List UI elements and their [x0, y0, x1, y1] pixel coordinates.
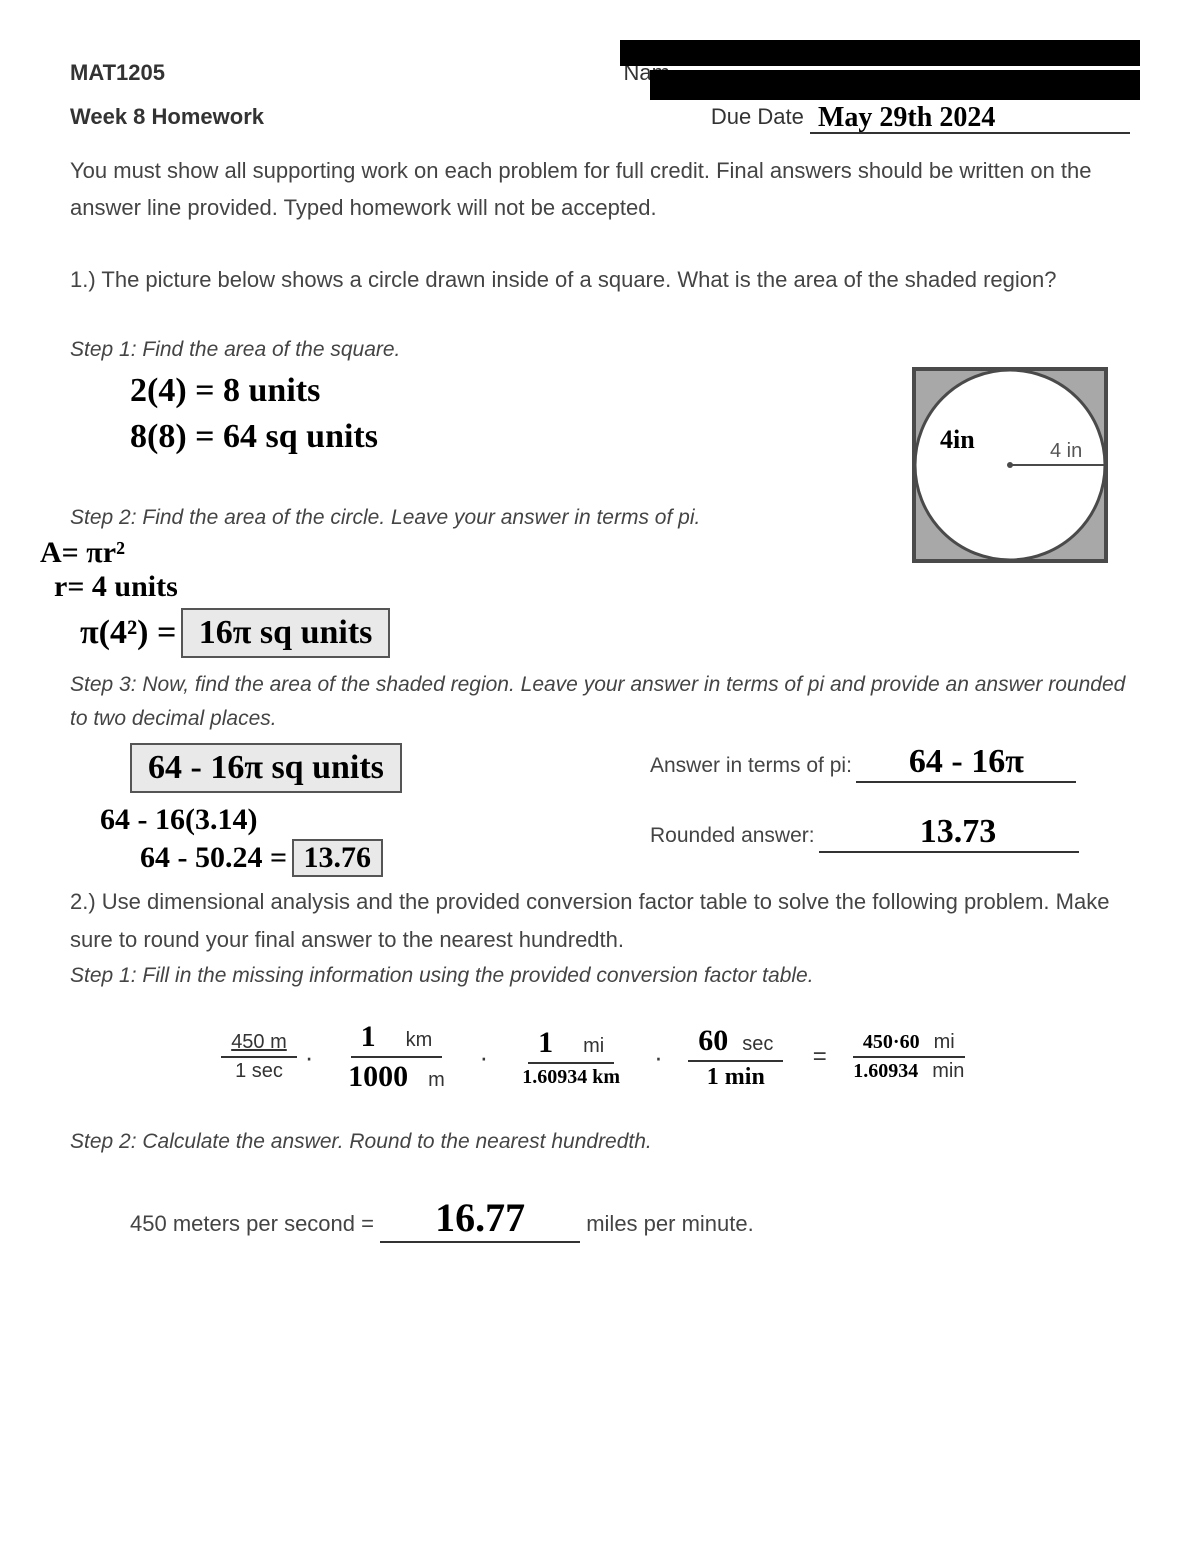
q2-step1-label: Step 1: Fill in the missing information …	[70, 964, 1130, 988]
fraction-result: 450·60 mi 1.60934 min	[839, 1029, 979, 1085]
res-den-unit: min	[932, 1060, 964, 1083]
q1-ans-round-label: Rounded answer:	[650, 824, 815, 847]
q1-work3c-box: 13.76	[292, 839, 384, 877]
f4-num-unit: sec	[742, 1033, 773, 1056]
res-num-unit: mi	[934, 1031, 955, 1054]
f4-den-hand: 1 min	[707, 1064, 765, 1090]
redaction-bar-name	[650, 70, 1140, 100]
due-label: Due Date	[711, 104, 804, 129]
q1-ans-pi-val: 64 - 16π	[909, 743, 1024, 780]
page: MAT1205 Nam Week 8 Homework Due Date May…	[0, 0, 1200, 1283]
q2-final-left: 450 meters per second =	[130, 1211, 380, 1236]
f2-num-hand: 1	[361, 1020, 376, 1054]
q2-final-right: miles per minute.	[586, 1211, 754, 1236]
fraction-3: 1 mi 1.60934 km	[496, 1024, 646, 1091]
subtitle-row: Week 8 Homework Due Date May 29th 2024	[70, 100, 1130, 134]
q2-prompt: 2.) Use dimensional analysis and the pro…	[70, 883, 1130, 958]
q1-ans-pi-label: Answer in terms of pi:	[650, 754, 852, 777]
q2-final-val: 16.77	[435, 1195, 525, 1240]
redaction-bar-top	[620, 40, 1140, 66]
q1-step3-work-left: 64 - 16π sq units 64 - 16(3.14) 64 - 50.…	[70, 743, 402, 877]
instructions: You must show all supporting work on eac…	[70, 152, 1130, 227]
f3-num-unit: mi	[583, 1035, 604, 1058]
q1-ans-round-val: 13.73	[920, 813, 997, 850]
due-date-field: Due Date May 29th 2024	[711, 100, 1130, 134]
q1-answers: Answer in terms of pi: 64 - 16π Rounded …	[650, 743, 1130, 853]
q2-final-row: 450 meters per second = 16.77 miles per …	[130, 1194, 1130, 1243]
dimensional-analysis-row: 450 m 1 sec · 1 km 1000 m · 1 mi 1.60934…	[70, 1018, 1130, 1096]
q1-work3b: 64 - 16(3.14)	[100, 803, 402, 837]
q1-prompt: 1.) The picture below shows a circle dra…	[70, 261, 1090, 298]
fraction-2: 1 km 1000 m	[321, 1018, 471, 1096]
week-title: Week 8 Homework	[70, 104, 264, 130]
q1-work2c-left: π(4²) =	[80, 614, 176, 651]
due-date-value: May 29th 2024	[810, 102, 1003, 133]
circle-square-diagram: 4 in 4in	[910, 365, 1110, 570]
f3-num-hand: 1	[538, 1026, 553, 1060]
f2-den-hand: 1000	[348, 1060, 408, 1094]
q1-work2b: r= 4 units	[54, 570, 1130, 604]
q1-step1-label: Step 1: Find the area of the square.	[70, 338, 1130, 362]
f1-den: 1 sec	[225, 1058, 293, 1085]
f2-den-unit: m	[428, 1069, 445, 1092]
radius-label-print: 4 in	[1050, 440, 1082, 462]
course-code: MAT1205	[70, 60, 165, 86]
f4-num-hand: 60	[698, 1024, 728, 1058]
f1-num: 450 m	[231, 1031, 287, 1053]
fraction-1: 450 m 1 sec	[221, 1029, 297, 1085]
q2-step2-label: Step 2: Calculate the answer. Round to t…	[70, 1130, 1130, 1154]
f3-den-hand: 1.60934 km	[522, 1066, 620, 1088]
q1-work2c-box: 16π sq units	[181, 608, 391, 658]
res-num-hand: 450·60	[863, 1031, 920, 1054]
res-den-hand: 1.60934	[853, 1060, 918, 1083]
fraction-4: 60 sec 1 min	[671, 1022, 801, 1093]
f2-num-unit: km	[406, 1029, 433, 1052]
radius-label-hand: 4in	[940, 425, 975, 455]
q1-work3-box: 64 - 16π sq units	[130, 743, 402, 793]
q1-step3-label: Step 3: Now, find the area of the shaded…	[70, 668, 1130, 735]
due-date-line: May 29th 2024	[810, 100, 1130, 134]
q1-work3c-left: 64 - 50.24 =	[140, 841, 287, 874]
